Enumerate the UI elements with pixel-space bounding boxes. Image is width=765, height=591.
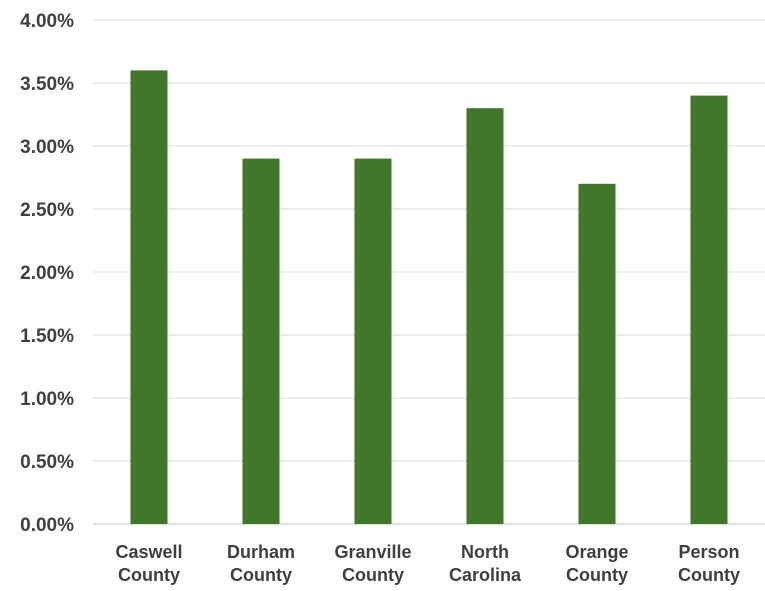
y-tick-label: 1.00% bbox=[20, 389, 74, 410]
y-tick-label: 4.00% bbox=[20, 11, 74, 32]
y-tick-label: 1.50% bbox=[20, 326, 74, 347]
bars bbox=[130, 70, 728, 525]
bar bbox=[130, 70, 168, 525]
x-axis-ticks: Caswell County Durham County Granville County… bbox=[115, 542, 740, 585]
x-tick-label: Orange County bbox=[565, 542, 628, 585]
x-tick-label: Durham County bbox=[227, 542, 295, 585]
y-axis-ticks: 0.00% 0.50% 1.00% 1.50% 2.00% 2.50% 3.00% 3.50%… bbox=[20, 11, 74, 536]
bar bbox=[466, 108, 504, 524]
bar bbox=[354, 158, 392, 524]
y-tick-label: 2.50% bbox=[20, 200, 74, 221]
y-tick-label: 0.00% bbox=[20, 515, 74, 536]
y-tick-label: 3.00% bbox=[20, 137, 74, 158]
x-tick-label: Person County bbox=[678, 542, 740, 585]
bar bbox=[690, 95, 728, 524]
bar bbox=[578, 183, 616, 525]
y-tick-label: 0.50% bbox=[20, 452, 74, 473]
x-tick-label: Caswell County bbox=[115, 542, 182, 585]
y-tick-label: 2.00% bbox=[20, 263, 74, 284]
x-tick-label: North Carolina bbox=[449, 542, 522, 585]
x-tick-label: Granville County bbox=[334, 542, 411, 585]
gridlines bbox=[93, 19, 765, 525]
bar bbox=[242, 158, 280, 524]
y-tick-label: 3.50% bbox=[20, 74, 74, 95]
